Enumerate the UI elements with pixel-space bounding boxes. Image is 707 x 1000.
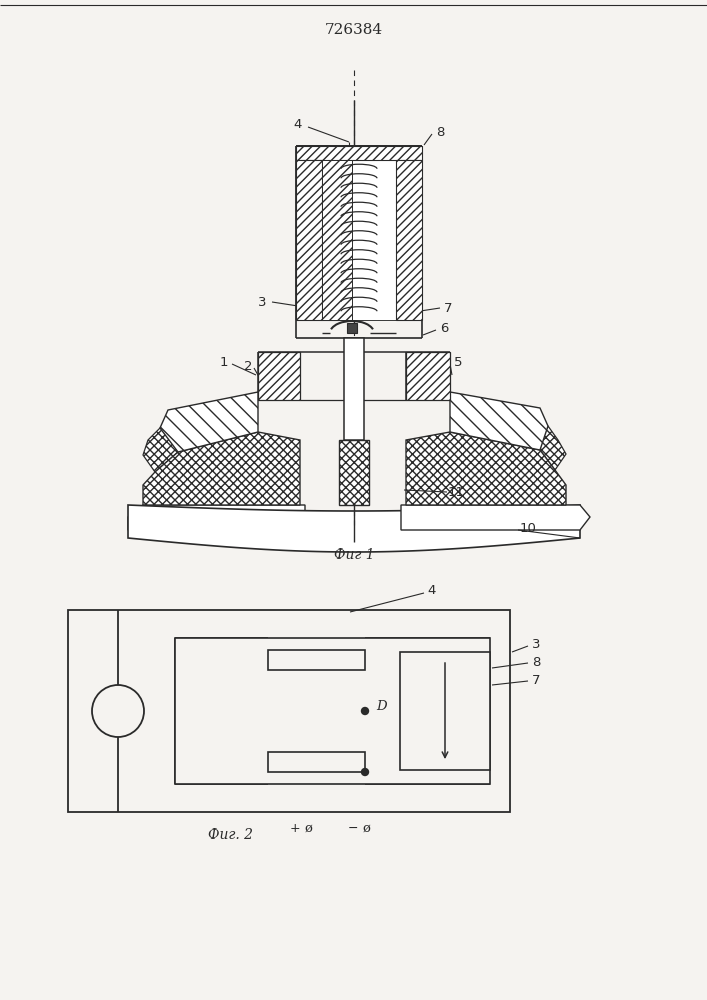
Bar	[322, 160, 396, 320]
Polygon shape	[143, 432, 300, 505]
Text: 1: 1	[220, 356, 228, 368]
Polygon shape	[128, 505, 305, 530]
Bar	[68, 610, 510, 812]
Text: 8: 8	[532, 656, 540, 668]
Polygon shape	[296, 160, 322, 320]
Bar	[347, 323, 357, 333]
Text: Фиг 1: Фиг 1	[334, 548, 374, 562]
Text: 7: 7	[444, 302, 452, 314]
Circle shape	[361, 708, 368, 714]
Text: −: −	[348, 822, 358, 834]
Polygon shape	[540, 426, 566, 470]
Text: 3: 3	[258, 296, 267, 308]
Polygon shape	[143, 428, 178, 472]
Bar	[268, 752, 365, 772]
Polygon shape	[160, 392, 258, 452]
Text: 5: 5	[454, 356, 462, 368]
Text: ø: ø	[304, 822, 312, 834]
Text: 7: 7	[532, 674, 540, 686]
Text: 6: 6	[440, 322, 448, 334]
Text: 8: 8	[436, 125, 444, 138]
Text: 4: 4	[294, 118, 302, 131]
Polygon shape	[296, 146, 422, 160]
Polygon shape	[322, 160, 352, 320]
Text: 11: 11	[448, 486, 464, 498]
Polygon shape	[258, 352, 300, 400]
Bar	[268, 650, 365, 670]
Text: Фиг. 2: Фиг. 2	[207, 828, 252, 842]
Circle shape	[92, 685, 144, 737]
Polygon shape	[406, 432, 566, 505]
Text: 3: 3	[532, 639, 540, 652]
Polygon shape	[128, 505, 580, 552]
Bar	[339, 440, 369, 505]
Text: 4: 4	[428, 584, 436, 596]
Bar	[344, 338, 364, 440]
Polygon shape	[406, 352, 450, 400]
Text: +: +	[289, 822, 300, 834]
Text: D: D	[377, 700, 387, 714]
Text: 726384: 726384	[325, 23, 383, 37]
Text: 2: 2	[244, 360, 252, 372]
Bar	[175, 638, 490, 784]
Polygon shape	[401, 505, 590, 530]
Bar	[400, 652, 490, 770]
Polygon shape	[450, 392, 548, 450]
Circle shape	[361, 768, 368, 776]
Text: ø: ø	[362, 822, 370, 834]
Text: 10: 10	[520, 522, 537, 534]
Polygon shape	[396, 160, 422, 320]
